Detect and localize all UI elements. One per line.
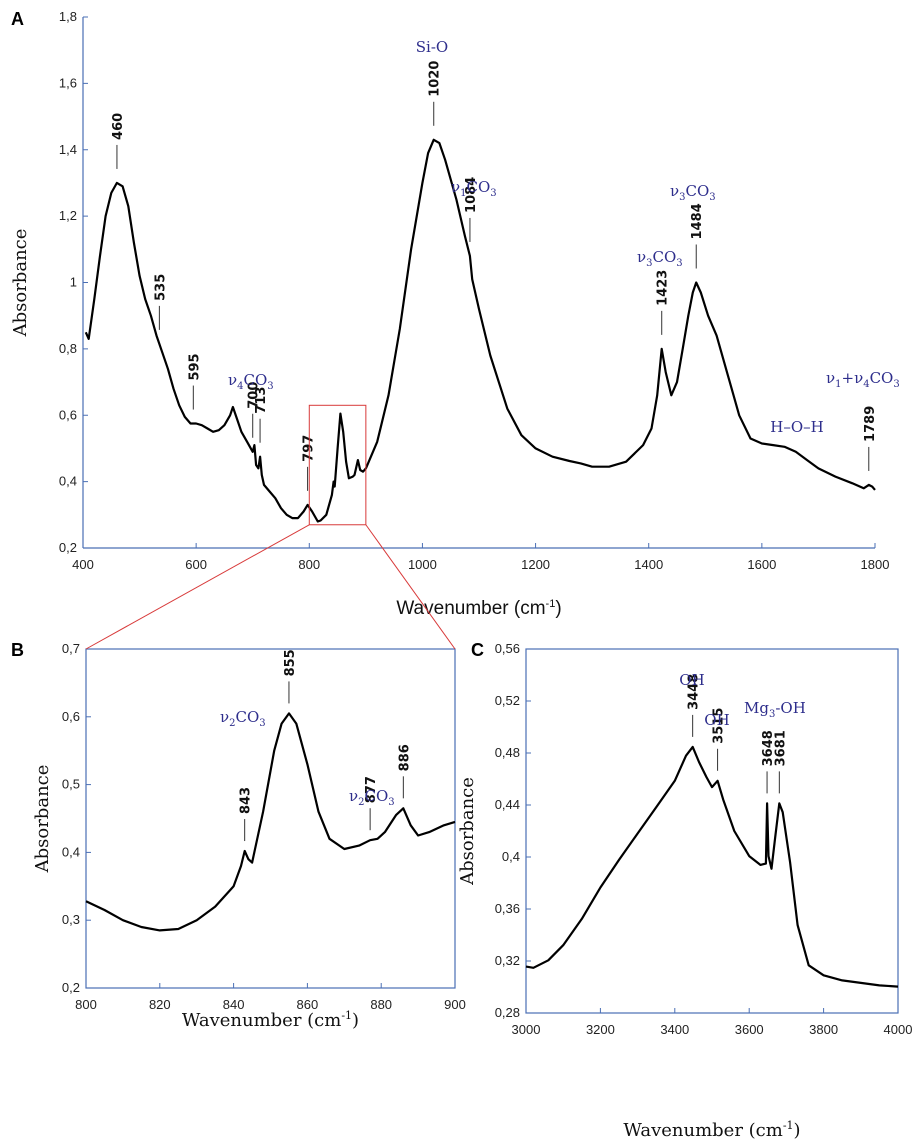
chart-panel-a: 0,2 0,4 0,6 0,8 1 1,2 1,4 1,6 1,8 400 600 800 1000 12… (10, 9, 889, 619)
x-tick-label: 800 (75, 997, 97, 1012)
y-tick-label: 0,6 (59, 407, 77, 422)
peak-label: 535 (153, 274, 168, 301)
x-tick-label: 4000 (884, 1022, 913, 1037)
x-tick-label: 3400 (660, 1022, 689, 1037)
x-tick-label: 900 (444, 997, 466, 1012)
band-label-si-o: Si-O (416, 38, 448, 56)
y-tick-label: 0,7 (62, 641, 80, 656)
y-tick-label: 0,44 (495, 797, 520, 812)
peak-label: 3515 (712, 708, 727, 744)
y-tick-label: 0,56 (495, 641, 520, 656)
band-label-oh-b: OH (704, 711, 729, 729)
band-label-v3co3-a: ν3CO3 (637, 248, 683, 269)
peak-label: 1084 (464, 177, 479, 213)
plot-frame (85, 648, 456, 989)
chart-panel-b: 0,2 0,3 0,4 0,5 0,6 0,7 800 820 840 860 880 900 Abso… (32, 641, 466, 1031)
y-axis-label: Absorbance (457, 777, 478, 886)
x-tick-label: 1800 (861, 557, 890, 572)
y-tick-label: 0,6 (62, 709, 80, 724)
x-tick-label: 1600 (747, 557, 776, 572)
peak-label: 843 (239, 787, 254, 814)
x-tick-label: 860 (297, 997, 319, 1012)
peak-label: 877 (364, 776, 379, 803)
x-tick-label: 600 (185, 557, 207, 572)
y-tick-label: 1,8 (59, 9, 77, 24)
peak-label: 1484 (690, 203, 705, 239)
x-tick-label: 880 (370, 997, 392, 1012)
y-tick-label: 0,52 (495, 693, 520, 708)
y-tick-label: 0,2 (62, 980, 80, 995)
x-tick-label: 3600 (735, 1022, 764, 1037)
y-tick-label: 0,36 (495, 901, 520, 916)
x-tick-label: 3000 (512, 1022, 541, 1037)
y-tick-label: 0,4 (62, 844, 80, 859)
peak-label: 700 (247, 382, 262, 409)
peak-label: 460 (111, 113, 126, 140)
zoom-connector-right (365, 524, 456, 650)
x-axis-label: Wavenumber (cm-1) (623, 1119, 800, 1140)
spectrum-line (84, 138, 876, 523)
y-tick-label: 0,2 (59, 540, 77, 555)
y-tick-label: 0,32 (495, 953, 520, 968)
zoom-connector-left (85, 524, 310, 650)
y-axis-label: Absorbance (32, 765, 53, 874)
band-label-v4co3: ν4CO3 (228, 371, 274, 392)
y-tick-label: 0,4 (59, 474, 77, 489)
y-tick-label: 1,6 (59, 75, 77, 90)
x-axis-label: Wavenumber (cm-1) (396, 598, 561, 619)
y-tick-label: 0,48 (495, 745, 520, 760)
band-label-oh-a: OH (679, 671, 704, 689)
y-tick-label: 0,28 (495, 1005, 520, 1020)
x-axis-label: Wavenumber (cm-1) (182, 1009, 359, 1031)
band-label-v1-v4co3: ν1+ν4CO3 (826, 369, 900, 390)
y-axis-label: Absorbance (10, 229, 31, 338)
x-tick-label: 800 (298, 557, 320, 572)
peak-label: 886 (397, 744, 412, 771)
peak-label: 595 (187, 353, 202, 380)
peak-label: 3448 (687, 674, 702, 710)
x-tick-label: 820 (149, 997, 171, 1012)
x-tick-label: 400 (72, 557, 94, 572)
y-tick-label: 1 (70, 275, 77, 290)
band-label-h-o-h: H–O–H (770, 418, 823, 436)
band-label-v1co3: ν1CO3 (451, 178, 497, 199)
x-tick-label: 1400 (634, 557, 663, 572)
band-label-v3co3-b: ν3CO3 (670, 182, 716, 203)
y-tick-label: 0,3 (62, 912, 80, 927)
y-tick-label: 0,8 (59, 341, 77, 356)
y-tick-label: 1,2 (59, 208, 77, 223)
band-label-v2co3-b: ν2CO3 (349, 787, 395, 808)
y-tick-label: 0,4 (502, 849, 520, 864)
x-tick-label: 3200 (586, 1022, 615, 1037)
y-tick-label: 1,4 (59, 142, 77, 157)
peak-label: 1789 (863, 406, 878, 442)
panel-label-a: A (11, 9, 24, 29)
y-tick-label: 0,5 (62, 777, 80, 792)
x-tick-label: 3800 (809, 1022, 838, 1037)
spectrum-line (85, 712, 456, 932)
spectrum-line (525, 745, 899, 988)
x-tick-label: 840 (223, 997, 245, 1012)
peak-label: 3681 (773, 730, 788, 766)
zoom-box (308, 404, 367, 526)
peak-label: 1423 (656, 270, 671, 306)
panel-label-b: B (11, 640, 24, 660)
chart-panel-c: 0,28 0,32 0,36 0,4 0,44 0,48 0,52 0,56 3000 3200 3… (457, 641, 912, 1140)
peak-label: 1020 (428, 61, 443, 97)
peak-label: 713 (254, 387, 269, 414)
peak-label: 3648 (761, 730, 776, 766)
x-tick-label: 1200 (521, 557, 550, 572)
band-label-v2co3-a: ν2CO3 (220, 708, 266, 729)
band-label-mg3-oh: Mg3-OH (744, 699, 806, 720)
panel-label-c: C (471, 640, 484, 660)
x-tick-label: 1000 (408, 557, 437, 572)
plot-frame (525, 648, 899, 1014)
peak-label: 855 (283, 649, 298, 676)
